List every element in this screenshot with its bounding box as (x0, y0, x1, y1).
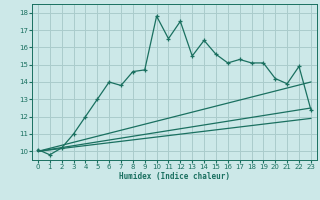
X-axis label: Humidex (Indice chaleur): Humidex (Indice chaleur) (119, 172, 230, 181)
